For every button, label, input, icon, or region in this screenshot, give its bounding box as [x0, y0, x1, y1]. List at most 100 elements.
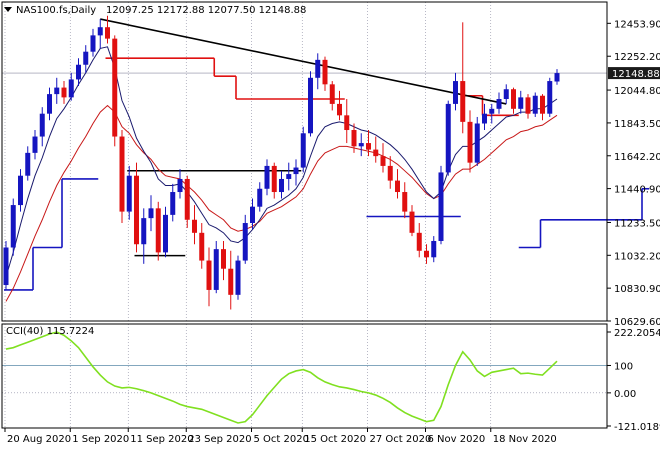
date-tick-label: 1 Sep 2020: [72, 434, 129, 445]
candle: [163, 206, 168, 258]
candle: [286, 162, 292, 191]
cci-panel: [2, 331, 607, 424]
candle-body: [438, 172, 444, 241]
candle: [155, 201, 161, 261]
candle: [68, 72, 74, 101]
price-tick-label: 12044.80: [614, 86, 660, 97]
candle: [61, 81, 67, 104]
candle: [141, 208, 147, 264]
moving-averages: [5, 46, 558, 302]
candle-body: [10, 205, 16, 248]
candle: [199, 223, 205, 269]
price-tick-label: 10830.90: [614, 284, 660, 295]
candle-body: [163, 214, 168, 253]
candle: [453, 72, 458, 111]
candle-body: [264, 165, 270, 189]
candle-body: [221, 249, 226, 269]
candle-body: [387, 165, 393, 181]
candle-body: [380, 156, 386, 166]
candle: [54, 77, 60, 104]
candle: [315, 53, 321, 90]
candle-body: [518, 97, 524, 109]
candle-body: [206, 260, 212, 290]
candle-body: [337, 103, 342, 116]
candle-body: [119, 136, 125, 212]
candle-body: [554, 73, 560, 82]
candle-body: [474, 123, 480, 163]
candle: [25, 146, 31, 181]
candle-body: [39, 113, 45, 137]
candle-body: [395, 180, 400, 193]
candle-body: [213, 249, 219, 290]
candle: [192, 205, 197, 245]
candle-body: [97, 27, 103, 36]
ema-fast-line: [5, 46, 558, 278]
candle: [366, 130, 371, 157]
candle-body: [155, 208, 161, 253]
candle: [148, 195, 154, 232]
candle: [337, 90, 342, 121]
candle: [467, 110, 473, 173]
candle: [300, 126, 306, 173]
candle-body: [540, 95, 545, 114]
candle: [445, 100, 451, 176]
candle: [32, 130, 38, 160]
candle: [329, 81, 335, 111]
candle-body: [409, 211, 415, 233]
date-tick-label: 5 Oct 2020: [254, 434, 309, 445]
date-tick-label: 15 Oct 2020: [304, 434, 366, 445]
candle: [235, 255, 241, 300]
candle-body: [445, 103, 451, 173]
candle: [511, 87, 516, 114]
candle: [257, 182, 263, 212]
cci-panel-frame: [1, 323, 608, 429]
candle: [308, 71, 313, 137]
price-tick-label: 10629.60: [614, 317, 660, 328]
candle: [460, 22, 466, 134]
candle: [409, 205, 415, 237]
candle: [213, 240, 219, 294]
cci-tick-label: 222.2054: [614, 328, 660, 339]
cci-tick-label: 0.00: [614, 389, 636, 400]
candle: [547, 77, 553, 117]
candle: [134, 162, 139, 253]
candle-body: [105, 27, 110, 39]
candle: [90, 28, 96, 57]
candlesticks: [3, 15, 560, 310]
candle: [105, 15, 110, 44]
candle-body: [525, 97, 531, 114]
candle-body: [308, 77, 313, 134]
candle: [206, 247, 212, 307]
candle: [242, 214, 248, 264]
candle: [47, 87, 52, 121]
date-tick-label: 6 Nov 2020: [428, 434, 486, 445]
candle-body: [351, 130, 357, 147]
trendline: [100, 18, 507, 105]
price-tick-label: 12252.20: [614, 52, 660, 63]
candle: [431, 236, 437, 263]
candle: [540, 94, 545, 121]
candle: [474, 116, 480, 166]
candle: [496, 92, 502, 114]
candle-body: [489, 108, 495, 114]
candle-body: [271, 165, 277, 193]
candle-body: [416, 232, 422, 251]
candle-body: [511, 89, 516, 109]
date-tick-label: 27 Oct 2020: [370, 434, 432, 445]
candle: [373, 136, 379, 163]
candle: [250, 198, 255, 230]
candle: [489, 103, 495, 124]
price-tick-label: 12453.90: [614, 19, 660, 30]
candle-body: [228, 268, 234, 295]
candle: [279, 170, 284, 199]
cci-tick-label: 100: [614, 361, 633, 372]
candle-body: [293, 167, 299, 175]
candle: [10, 198, 16, 256]
axes: 12453.90 12252.20 12044.80 11843.50 11642.20…: [4, 19, 660, 445]
support-resistance-steps: [4, 57, 650, 291]
candle-body: [250, 206, 255, 224]
candle: [416, 223, 422, 258]
price-tick-label: 11440.90: [614, 185, 660, 196]
collapse-triangle-icon[interactable]: [4, 7, 12, 12]
candle-body: [431, 240, 437, 258]
